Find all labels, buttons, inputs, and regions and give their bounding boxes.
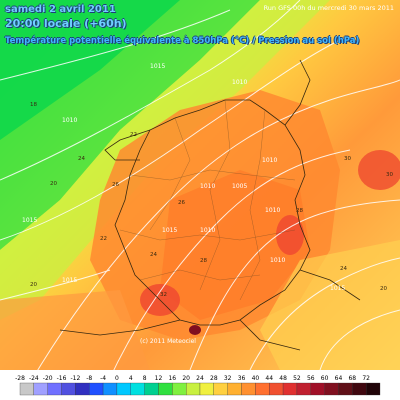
temperature-label: 24 (78, 156, 85, 162)
temperature-label: 22 (130, 132, 137, 138)
legend-label: -28 (15, 375, 25, 382)
legend-swatch (352, 382, 367, 396)
legend-swatch (324, 382, 339, 396)
legend-swatch (296, 382, 311, 396)
legend-label: 24 (196, 375, 204, 382)
temperature-label: 26 (112, 182, 119, 188)
legend-label: 48 (279, 375, 287, 382)
legend-label: 12 (155, 375, 163, 382)
forecast-date: samedi 2 avril 2011 (5, 4, 116, 15)
legend-swatch (199, 382, 214, 396)
forecast-time: 20:00 locale (+60h) (5, 17, 127, 30)
legend-swatch (144, 382, 159, 396)
legend-swatch (158, 382, 173, 396)
legend-label: 40 (252, 375, 260, 382)
temperature-label: 30 (386, 172, 393, 178)
isobar-label: 1015 (62, 277, 77, 284)
temperature-label: 20 (50, 181, 57, 187)
isobar-label: 1010 (262, 157, 277, 164)
isobar-label: 1005 (232, 183, 247, 190)
legend-label: 36 (238, 375, 246, 382)
legend-swatch (61, 382, 76, 396)
legend-swatch (282, 382, 298, 396)
isobar-label: 1010 (200, 227, 215, 234)
legend-swatch (366, 382, 381, 396)
legend-label: 68 (348, 375, 356, 382)
legend-swatch (130, 382, 145, 396)
isobar-label: 1010 (62, 117, 77, 124)
legend-label: 8 (143, 375, 147, 382)
legend-label: -24 (29, 375, 39, 382)
legend-swatch (269, 382, 284, 396)
legend-label: 16 (168, 375, 176, 382)
legend-label: 60 (321, 375, 329, 382)
legend-swatch (310, 382, 325, 396)
legend-label: 20 (182, 375, 190, 382)
legend-swatch (116, 382, 131, 396)
legend-swatch (241, 382, 256, 396)
temperature-label: 26 (178, 200, 185, 206)
legend-label: -20 (43, 375, 53, 382)
copyright: (c) 2011 Meteociel (140, 338, 196, 345)
isobar-label: 1010 (265, 207, 280, 214)
legend-label: 64 (335, 375, 343, 382)
legend-swatch (33, 382, 48, 396)
legend-label: 56 (307, 375, 315, 382)
legend-label: 44 (265, 375, 273, 382)
country-borders (59, 59, 361, 351)
temperature-label: 24 (150, 252, 157, 258)
legend-label: 0 (115, 375, 119, 382)
legend-swatch (186, 382, 201, 396)
isobar-labels: 1015 1010 1015 1010 1010 1010 1005 1010 … (22, 63, 345, 292)
legend-swatch (102, 382, 118, 396)
temperature-label: 28 (200, 258, 207, 264)
isobar-label: 1015 (162, 227, 177, 234)
temperature-label: 30 (344, 156, 351, 162)
isobar-label: 1015 (150, 63, 165, 70)
isobar-label: 1015 (330, 285, 345, 292)
variable-title: Température potentielle équivalente à 85… (5, 36, 360, 46)
legend-label: 28 (210, 375, 218, 382)
legend-swatch (172, 382, 187, 396)
temperature-label: 24 (340, 266, 347, 272)
temperature-label: 20 (30, 282, 37, 288)
legend-swatch (255, 382, 270, 396)
isobar-label: 1010 (270, 257, 285, 264)
legend-swatch (338, 382, 353, 396)
legend-swatch (75, 382, 90, 396)
temperature-label: 20 (380, 286, 387, 292)
region-borders (119, 99, 296, 301)
legend-label: -8 (86, 375, 92, 382)
temperature-label: 32 (160, 292, 167, 298)
legend-swatch (47, 382, 62, 396)
color-legend: -28 -24 -20 -16 -12 -8 -4 0 4 8 12 16 20 24 28 32 36 40 44… (0, 370, 400, 400)
isobar-label: 1010 (232, 79, 247, 86)
legend-label: 52 (293, 375, 301, 382)
isobar-label: 1010 (200, 183, 215, 190)
temperature-labels: 22 24 26 20 22 26 18 20 24 28 30 28 30 3… (30, 102, 393, 298)
isobar-label: 1015 (22, 217, 37, 224)
legend-swatch (19, 382, 34, 396)
temperature-label: 18 (30, 102, 37, 108)
legend-label: 32 (224, 375, 232, 382)
legend-label: 72 (362, 375, 370, 382)
legend-swatch (89, 382, 104, 396)
run-info: Run GFS 00h du mercredi 30 mars 2011 (263, 4, 394, 12)
legend-swatch (227, 382, 242, 396)
legend-label: -4 (100, 375, 106, 382)
legend-label: 4 (129, 375, 133, 382)
legend-swatch (213, 382, 228, 396)
temperature-label: 22 (100, 236, 107, 242)
legend-label: -16 (57, 375, 67, 382)
temperature-label: 28 (296, 208, 303, 214)
legend-label: -12 (70, 375, 80, 382)
